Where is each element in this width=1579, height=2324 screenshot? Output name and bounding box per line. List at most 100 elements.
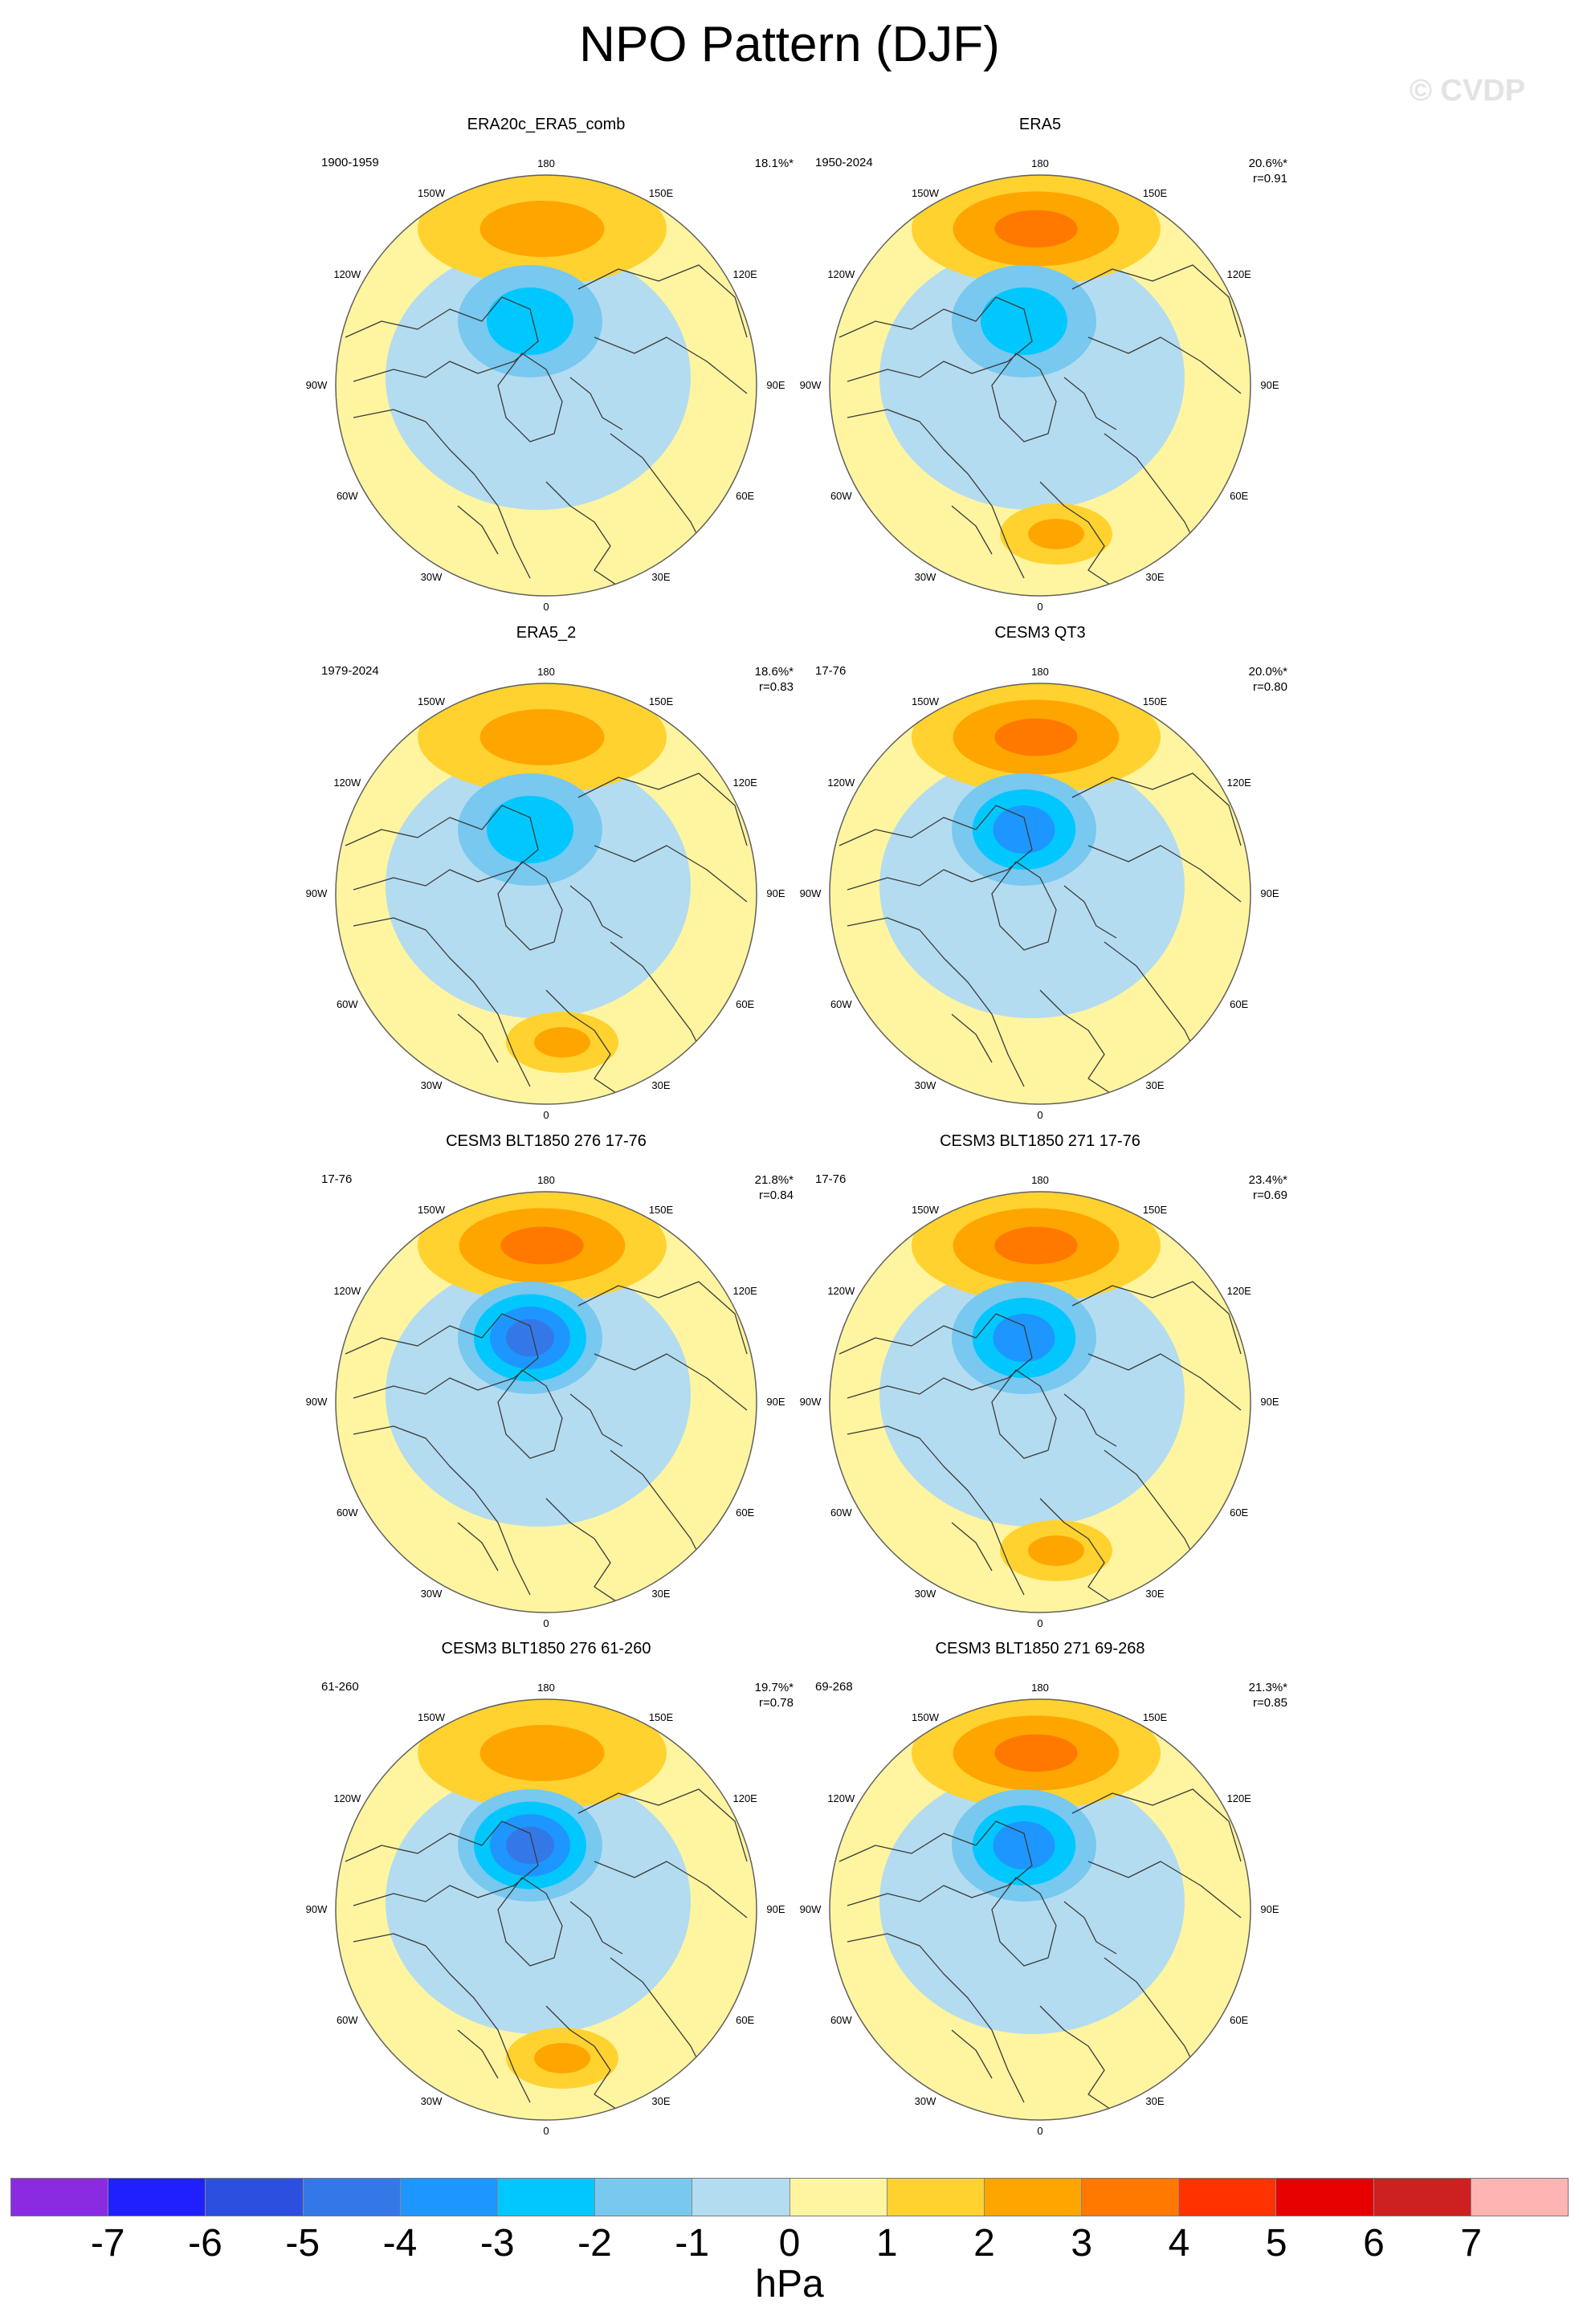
- longitude-label: 90E: [766, 1396, 785, 1408]
- panel-correlation: r=0.85: [1253, 1696, 1287, 1710]
- map-boundary: [829, 1191, 1251, 1613]
- longitude-label: 30E: [1145, 1079, 1165, 1092]
- european-high-contour: [1028, 519, 1084, 549]
- longitude-label: 120E: [1226, 777, 1251, 789]
- panel-period: 1900-1959: [321, 156, 379, 169]
- longitude-label: 30W: [914, 1079, 936, 1092]
- longitude-label: 60E: [1230, 490, 1249, 502]
- coastline: [1087, 845, 1242, 903]
- coastline: [991, 1877, 1057, 1967]
- coastline: [847, 409, 1025, 579]
- coastline: [353, 1933, 531, 2103]
- polar-map: [335, 1191, 757, 1613]
- pacific-high-contour: [479, 201, 605, 257]
- coastline: [569, 1901, 623, 1955]
- pacific-high-contour: [479, 1725, 605, 1781]
- longitude-label: 120W: [333, 1792, 361, 1804]
- coastline: [569, 885, 623, 939]
- longitude-label: 0: [1037, 2125, 1043, 2137]
- panel-stats: 20.0%* r=0.80: [1249, 664, 1287, 695]
- coastline: [951, 505, 993, 555]
- colorbar-tick-label: -7: [90, 2222, 125, 2265]
- panel-correlation: r=0.69: [1253, 1189, 1287, 1202]
- coastline: [838, 296, 1033, 382]
- map-boundary: [829, 174, 1251, 597]
- colorbar-tick-label: 4: [1168, 2222, 1190, 2265]
- map-panel: ERA5_2 1979-2024 18.6%* r=0.83 180 150E 12…: [289, 622, 803, 1121]
- longitude-label: 0: [1037, 1109, 1043, 1121]
- panel-stats: 23.4%* r=0.69: [1249, 1172, 1287, 1203]
- panel-stats: 21.3%* r=0.85: [1249, 1680, 1287, 1710]
- map-panel: CESM3 BLT1850 271 69-268 69-268 21.3%* r…: [783, 1638, 1297, 2137]
- panel-title: CESM3 BLT1850 276 61-260: [441, 1640, 651, 1657]
- cvdp-watermark: © CVDP: [1410, 74, 1526, 108]
- alaskan-low-contour: [487, 287, 573, 355]
- longitude-label: 120E: [732, 1285, 757, 1297]
- coastline: [951, 1522, 993, 1572]
- panel-stats: 18.6%* r=0.83: [755, 664, 794, 695]
- coastline: [353, 917, 531, 1087]
- colorbar-box: [692, 2179, 790, 2216]
- longitude-label: 150W: [418, 1710, 445, 1723]
- pacific-high-contour: [500, 1226, 584, 1265]
- longitude-label: 120W: [333, 777, 361, 789]
- map-boundary: [335, 1191, 757, 1613]
- map-boundary: [829, 683, 1251, 1105]
- longitude-label: 90W: [799, 1396, 822, 1408]
- coastline: [497, 1369, 563, 1459]
- pacific-high-contour: [994, 210, 1078, 248]
- polar-map: [829, 1191, 1251, 1613]
- longitude-label: 90E: [766, 887, 785, 899]
- colorbar-tick-label: 2: [973, 2222, 995, 2265]
- coastline: [457, 2029, 499, 2079]
- longitude-label: 150E: [648, 1710, 674, 1723]
- longitude-label: 90W: [799, 1903, 822, 1915]
- longitude-label: 30W: [914, 2095, 936, 2108]
- longitude-label: 120E: [1226, 268, 1251, 280]
- colorbar-tick-label: -3: [479, 2222, 515, 2265]
- longitude-label: 60E: [736, 1507, 755, 1519]
- coastline: [577, 1281, 748, 1355]
- map-field: [830, 683, 1251, 1104]
- colorbar-tick-label: -5: [285, 2222, 320, 2265]
- longitude-label: 180: [1031, 157, 1049, 169]
- colorbar-box: [303, 2179, 401, 2216]
- longitude-label: 150E: [1142, 186, 1168, 199]
- polar-map: [829, 683, 1251, 1105]
- longitude-label: 180: [537, 157, 555, 169]
- coastline: [594, 1861, 748, 1918]
- coastline: [545, 1498, 619, 1604]
- panel-percent: 21.3%*: [1248, 1681, 1287, 1694]
- colorbar-box: [887, 2179, 985, 2216]
- coastline: [1087, 1861, 1242, 1918]
- longitude-label: 150W: [418, 1203, 445, 1216]
- longitude-label: 0: [543, 1109, 549, 1121]
- coastline: [1039, 2005, 1113, 2111]
- colorbar-box: [1471, 2179, 1568, 2216]
- map-field: [830, 175, 1251, 596]
- coastline: [1087, 1353, 1242, 1411]
- coastline: [1039, 481, 1113, 587]
- panel-correlation: r=0.78: [759, 1696, 794, 1710]
- longitude-label: 120W: [827, 777, 855, 789]
- map-field: [336, 175, 757, 596]
- panel-percent: 20.0%*: [1248, 665, 1287, 679]
- coastline: [1071, 773, 1242, 846]
- map-boundary: [829, 1698, 1251, 2121]
- colorbar-box: [206, 2179, 304, 2216]
- panel-period: 17-76: [815, 1172, 847, 1186]
- alaskan-low-contour: [506, 1826, 554, 1865]
- longitude-label: 0: [1037, 601, 1043, 613]
- longitude-label: 90E: [766, 379, 785, 391]
- panel-title: CESM3 BLT1850 271 17-76: [940, 1132, 1140, 1150]
- coastline: [951, 2029, 993, 2079]
- panel-percent: 18.1%*: [754, 157, 794, 170]
- european-high-contour: [534, 2043, 590, 2073]
- panel-percent: 21.8%*: [754, 1173, 794, 1187]
- coastline: [497, 861, 563, 951]
- coastline: [1087, 336, 1242, 394]
- map-boundary: [335, 174, 757, 597]
- coastline: [1071, 264, 1242, 338]
- coastline: [847, 1425, 1025, 1596]
- longitude-label: 150W: [912, 1203, 939, 1216]
